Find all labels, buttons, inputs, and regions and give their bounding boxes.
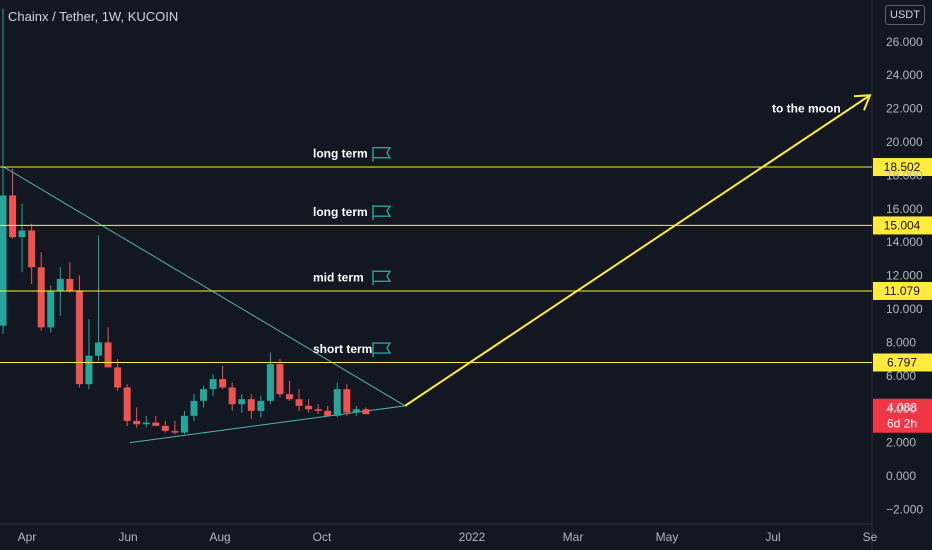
descending-trendline: [3, 166, 406, 407]
price-tick-label: 22.000: [886, 102, 923, 116]
price-level-badge: [873, 158, 932, 177]
candle-body: [238, 399, 246, 405]
price-level-badge: [873, 216, 932, 235]
candle-body: [362, 409, 370, 415]
bar-countdown-label: 6d 2h: [887, 417, 917, 431]
candle-body: [343, 389, 351, 413]
candle-body: [180, 415, 188, 433]
flag-icon: [372, 205, 392, 221]
currency-unit-button[interactable]: USDT: [885, 5, 925, 25]
candle-body: [142, 422, 150, 425]
candle-body: [37, 267, 45, 328]
candle-body: [305, 405, 313, 410]
time-tick-label: Mar: [563, 530, 584, 544]
candle-body: [85, 355, 93, 385]
candle-body: [190, 400, 198, 416]
price-tick-label: 12.000: [886, 269, 923, 283]
projection-arrow: to the moon: [404, 94, 872, 407]
time-tick-label: 2022: [459, 530, 486, 544]
candle-body: [352, 409, 360, 413]
price-tick-label: 8.000: [886, 335, 916, 349]
candle-body: [314, 409, 322, 411]
candle-body: [133, 420, 141, 425]
price-level-label: 11.079: [884, 284, 920, 298]
candle-body: [28, 230, 36, 268]
price-tick-label: 2.000: [886, 436, 916, 450]
candle-body: [152, 422, 160, 426]
candle-body: [18, 230, 26, 238]
price-level-badge: [873, 353, 932, 372]
level-annotation: short term: [313, 342, 372, 356]
candle-body: [9, 195, 17, 238]
candle-body: [104, 342, 112, 368]
time-tick-label: Aug: [209, 530, 230, 544]
chart-title: Chainx / Tether, 1W, KUCOIN: [8, 9, 179, 24]
candle-body: [228, 387, 236, 405]
candle-body: [266, 364, 274, 401]
candle-body: [295, 399, 303, 406]
candle-body: [247, 399, 255, 411]
candle-body: [95, 342, 102, 356]
price-tick-label: 18.000: [886, 168, 923, 182]
candle-body: [286, 394, 293, 400]
arrow-head-icon: [853, 94, 872, 111]
time-tick-label: May: [656, 530, 679, 544]
candle-body: [333, 389, 341, 416]
projection-arrow-line: [404, 94, 871, 407]
flag-icon: [372, 342, 392, 358]
time-tick-label: Jul: [765, 530, 780, 544]
grid-lines: [0, 0, 873, 550]
time-tick-label: Jun: [118, 530, 137, 544]
candle-body: [209, 379, 217, 390]
price-tick-label: 24.000: [886, 68, 923, 82]
candle-body: [66, 278, 74, 291]
time-tick-label: Oct: [313, 530, 332, 544]
candle-body: [171, 430, 179, 433]
price-tick-label: −2.000: [886, 502, 923, 516]
time-tick-label: Apr: [18, 530, 37, 544]
price-tick-label: 26.000: [886, 35, 923, 49]
candle-body: [123, 387, 131, 421]
price-tick-label: 20.000: [886, 135, 923, 149]
horizontal-levels: 18.502 long term 15.004 long term 11.079 mid …: [0, 146, 932, 433]
price-axis[interactable]: 26.000 24.000 22.000 20.000 18.000 16.000 14.0…: [886, 35, 923, 517]
time-axis[interactable]: Apr Jun Aug Oct 2022 Mar May Jul Se: [18, 530, 878, 544]
candle-body: [257, 400, 265, 411]
candle-body: [47, 290, 55, 328]
price-level-label: 18.502: [884, 160, 921, 174]
price-level-label: 15.004: [884, 218, 921, 232]
flag-icon: [372, 146, 392, 162]
price-tick-label: 16.000: [886, 202, 923, 216]
candles: [0, 8, 370, 435]
candle-body: [56, 278, 64, 291]
level-annotation: mid term: [313, 270, 364, 284]
price-tick-label: 0.000: [886, 469, 916, 483]
candle-body: [200, 389, 208, 401]
price-tick-label: 10.000: [886, 302, 923, 316]
candle-body: [219, 379, 227, 388]
price-tick-label: 6.000: [886, 369, 916, 383]
candle-body: [0, 195, 7, 326]
candle-body: [75, 290, 83, 385]
candle-body: [276, 364, 284, 395]
last-price-badge: [873, 398, 932, 433]
candle-body: [324, 410, 332, 416]
price-level-label: 6.797: [887, 355, 917, 369]
time-tick-label: Se: [863, 530, 878, 544]
level-annotation: long term: [313, 205, 368, 219]
last-price-label: 4.088: [887, 401, 917, 415]
flag-icon: [372, 270, 392, 286]
price-level-badge: [873, 281, 932, 300]
price-tick-label: 14.000: [886, 235, 923, 249]
level-annotation: long term: [313, 147, 368, 161]
arrow-annotation: to the moon: [772, 102, 841, 116]
candle-body: [161, 425, 169, 431]
price-tick-label: 4.000: [886, 402, 916, 416]
candle-body: [114, 367, 122, 388]
